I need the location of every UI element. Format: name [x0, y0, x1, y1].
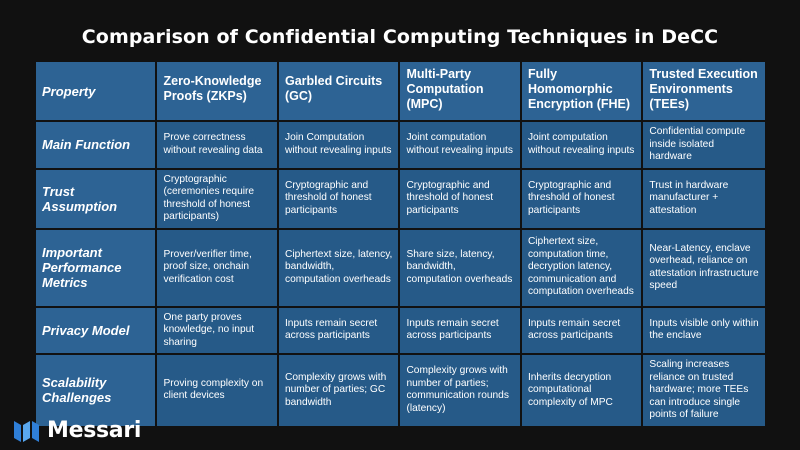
- table-cell: Complexity grows with number of parties;…: [278, 355, 399, 426]
- table-row: Important Performance Metrics Prover/ver…: [36, 229, 765, 306]
- table-cell: Cryptographic and threshold of honest pa…: [521, 169, 642, 228]
- table-cell: Joint computation without revealing inpu…: [400, 122, 520, 168]
- table-cell: Inputs remain secret across participants: [521, 307, 642, 353]
- table-cell: Prove correctness without revealing data: [157, 122, 277, 168]
- page-title: Comparison of Confidential Computing Tec…: [81, 26, 719, 48]
- row-property: Privacy Model: [36, 307, 156, 353]
- table-cell: Inputs remain secret across participants: [278, 307, 399, 353]
- header-gc: Garbled Circuits (GC): [278, 62, 399, 120]
- header-property: Property: [36, 62, 156, 120]
- header-mpc: Multi-Party Computation (MPC): [400, 62, 520, 120]
- table-cell: Prover/verifier time, proof size, onchai…: [157, 229, 277, 306]
- comparison-table: Property Zero-Knowledge Proofs (ZKPs) Ga…: [34, 60, 767, 428]
- table-cell: Complexity grows with number of parties;…: [400, 355, 520, 426]
- table-row: Trust Assumption Cryptographic (ceremoni…: [36, 169, 765, 228]
- table-cell: Cryptographic and threshold of honest pa…: [400, 169, 520, 228]
- brand-logo: Messari: [14, 417, 141, 443]
- table-cell: Inputs remain secret across participants: [400, 307, 520, 353]
- table-cell: One party proves knowledge, no input sha…: [157, 307, 277, 353]
- row-property: Main Function: [36, 122, 156, 168]
- table-cell: Trust in hardware manufacturer + attesta…: [643, 169, 765, 228]
- table-cell: Ciphertext size, computation time, decry…: [521, 229, 642, 306]
- table-header-row: Property Zero-Knowledge Proofs (ZKPs) Ga…: [36, 62, 765, 120]
- table-cell: Join Computation without revealing input…: [278, 122, 399, 168]
- table-cell: Ciphertext size, latency, bandwidth, com…: [278, 229, 399, 306]
- table-cell: Joint computation without revealing inpu…: [521, 122, 642, 168]
- table-row: Main Function Prove correctness without …: [36, 122, 765, 168]
- table-cell: Cryptographic (ceremonies require thresh…: [157, 169, 277, 228]
- row-property: Trust Assumption: [36, 169, 156, 228]
- table-row: Scalability Challenges Proving complexit…: [36, 355, 765, 426]
- messari-logo-icon: [14, 421, 39, 442]
- table-cell: Near-Latency, enclave overhead, reliance…: [643, 229, 765, 306]
- header-fhe: Fully Homomorphic Encryption (FHE): [521, 62, 642, 120]
- table-row: Privacy Model One party proves knowledge…: [36, 307, 765, 353]
- table-cell: Proving complexity on client devices: [157, 355, 277, 426]
- brand-name: Messari: [47, 417, 142, 443]
- table-cell: Inherits decryption computational comple…: [521, 355, 642, 426]
- table-cell: Inputs visible only within the enclave: [643, 307, 765, 353]
- table-cell: Share size, latency, bandwidth, computat…: [400, 229, 520, 306]
- table-cell: Confidential compute inside isolated har…: [643, 122, 765, 168]
- row-property: Important Performance Metrics: [36, 229, 156, 306]
- header-tees: Trusted Execution Environments (TEEs): [643, 62, 765, 120]
- table-cell: Cryptographic and threshold of honest pa…: [278, 169, 399, 228]
- header-zkps: Zero-Knowledge Proofs (ZKPs): [157, 62, 277, 120]
- table-cell: Scaling increases reliance on trusted ha…: [643, 355, 765, 426]
- row-property: Scalability Challenges: [36, 355, 156, 426]
